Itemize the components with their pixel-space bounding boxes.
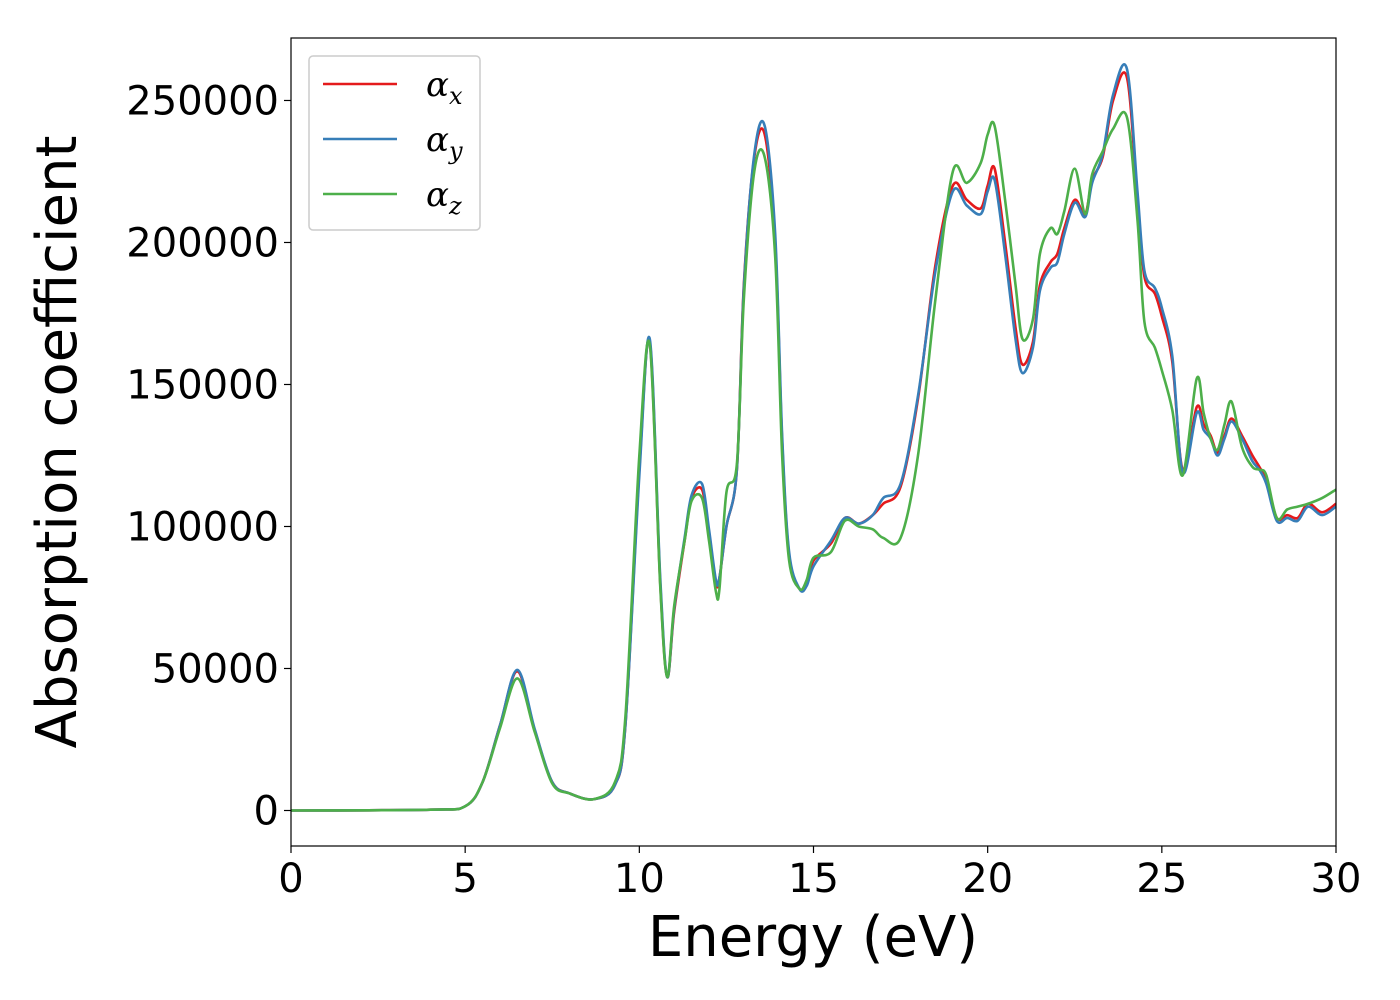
series-line-z	[290, 110, 1337, 812]
series-line-y	[290, 63, 1337, 812]
x-tick-label: 0	[278, 856, 303, 902]
x-axis-ticks: 0 5 10 15 20 25 30	[278, 846, 1361, 902]
y-tick-label: 150000	[126, 362, 279, 408]
y-tick-label: 0	[254, 788, 279, 834]
x-tick-label: 15	[788, 856, 839, 902]
x-tick-label: 5	[452, 856, 477, 902]
y-tick-label: 250000	[126, 78, 279, 124]
y-tick-label: 100000	[126, 504, 279, 550]
legend-label-x: αx	[426, 65, 463, 110]
x-tick-label: 20	[962, 856, 1013, 902]
x-axis-label: Energy (eV)	[648, 905, 978, 970]
x-tick-label: 25	[1136, 856, 1187, 902]
x-tick-label: 30	[1311, 856, 1362, 902]
y-tick-label: 200000	[126, 220, 279, 266]
legend-box	[308, 55, 481, 231]
y-tick-label: 50000	[152, 646, 279, 692]
series-layer	[290, 63, 1337, 812]
x-tick-label: 10	[614, 856, 665, 902]
y-axis-ticks: 0 50000 100000 150000 200000 250000	[126, 78, 291, 834]
y-axis-label: Absorption coefficient	[25, 136, 90, 749]
